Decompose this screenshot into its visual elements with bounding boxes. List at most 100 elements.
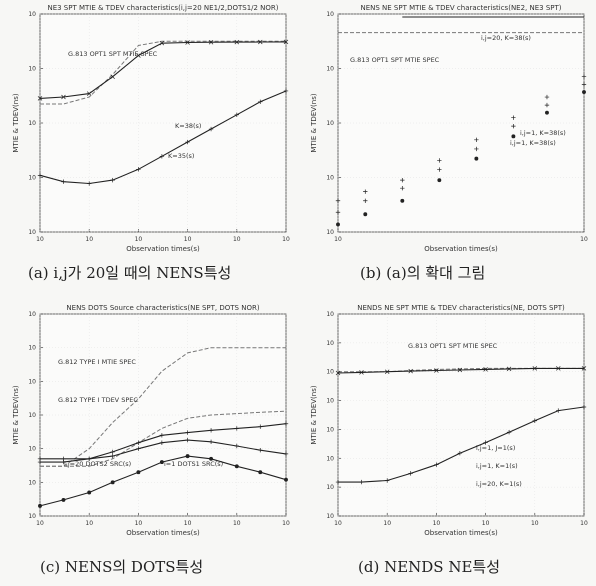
chart-d: NENDS NE SPT MTIE & TDEV characteristics…: [298, 300, 596, 540]
data-point: [234, 443, 239, 449]
data-point: [545, 110, 549, 115]
annotation: i,j=1, J=1(s): [476, 444, 515, 452]
x-tick-label: 10: [135, 520, 143, 527]
data-point: [434, 368, 439, 373]
y-tick-label: 10: [28, 345, 36, 352]
data-point: [581, 366, 587, 371]
y-tick-label: 10: [28, 378, 36, 385]
annotation: K=38(s): [175, 122, 201, 130]
x-tick-label: 10: [85, 236, 93, 243]
y-tick-label: 10: [326, 398, 334, 405]
data-point: [384, 369, 390, 374]
data-point: [335, 370, 341, 376]
data-point: [582, 90, 586, 94]
data-point: [136, 167, 141, 172]
x-tick-label: 10: [580, 236, 588, 243]
data-point: [37, 96, 43, 101]
x-tick-label: 10: [282, 236, 290, 243]
series-line: [40, 410, 287, 467]
data-point: [283, 88, 289, 94]
annotation: i,j=1, K=38(s): [510, 139, 556, 147]
x-tick-label: 10: [531, 520, 539, 527]
annotation: G.812 TYPE I MTIE SPEC: [58, 358, 136, 366]
series-line: [40, 347, 286, 467]
caption-c: (c) NENS의 DOTS특성: [40, 558, 204, 576]
data-point: [483, 367, 488, 372]
annotation: K=35(s): [168, 152, 194, 160]
x-tick-label: 10: [334, 236, 342, 243]
data-point: [511, 123, 516, 129]
data-point: [400, 198, 405, 203]
y-tick-label: 10: [326, 229, 334, 236]
data-point: [258, 99, 263, 104]
x-tick-label: 10: [383, 520, 391, 527]
annotation: G.813 OPT1 SPT MTIE SPEC: [408, 342, 498, 350]
data-point: [437, 167, 442, 172]
data-point: [581, 82, 587, 87]
annotation: G.812 TYPE I TDEV SPEC: [58, 396, 138, 404]
data-point: [185, 454, 190, 459]
x-tick-label: 10: [184, 520, 192, 527]
data-point: [511, 134, 516, 139]
data-point: [234, 464, 239, 469]
x-tick-label: 10: [482, 520, 490, 527]
chart-title: NENS NE SPT MTIE & TDEV characteristics(…: [360, 4, 561, 12]
data-point: [110, 449, 115, 455]
data-point: [86, 91, 92, 96]
data-point: [457, 367, 463, 373]
data-point: [385, 478, 390, 483]
data-point: [363, 189, 368, 194]
annotation: i,j=20, K=38(s): [481, 34, 531, 42]
y-tick-label: 10: [28, 412, 36, 419]
y-tick-label: 10: [28, 229, 36, 236]
data-point: [185, 139, 190, 145]
caption-a: (a) i,j가 20일 때의 NENS특성: [28, 264, 232, 282]
data-point: [110, 453, 115, 459]
chart-a-svg: NE3 SPT MTIE & TDEV characteristics(i,j=…: [12, 4, 290, 253]
caption-d: (d) NENDS NE특성: [358, 558, 501, 576]
data-point: [136, 53, 141, 58]
data-point: [159, 40, 165, 46]
data-point: [159, 460, 164, 465]
x-tick-label: 10: [334, 520, 342, 527]
annotation: i,j=20, K=1(s): [476, 480, 522, 488]
data-point: [185, 40, 190, 45]
chart-c: NENS DOTS Source characteristics(NE SPT,…: [0, 300, 298, 540]
annotation: i=1 DOTS1 SRC(s): [164, 460, 223, 468]
annotation: G.813 OPT1 SPT MTIE SPEC: [68, 50, 158, 58]
y-axis-label: MTIE & TDEV(ns): [310, 93, 318, 152]
y-tick-label: 10: [28, 120, 36, 127]
data-point: [185, 430, 190, 435]
data-point: [136, 470, 141, 475]
annotation: G.813 OPT1 SPT MTIE SPEC: [350, 56, 440, 64]
data-point: [511, 115, 516, 120]
data-point: [283, 39, 289, 45]
y-tick-label: 10: [326, 513, 334, 520]
y-tick-label: 10: [326, 340, 334, 347]
y-tick-label: 10: [28, 11, 36, 18]
data-point: [258, 39, 263, 45]
x-tick-label: 10: [184, 236, 192, 243]
data-point: [110, 177, 115, 183]
chart-title: NE3 SPT MTIE & TDEV characteristics(i,j=…: [47, 4, 278, 12]
y-tick-label: 10: [28, 311, 36, 318]
x-tick-label: 10: [85, 520, 93, 527]
y-tick-label: 10: [326, 66, 334, 73]
chart-title: NENDS NE SPT MTIE & TDEV characteristics…: [357, 304, 565, 312]
data-point: [474, 156, 479, 161]
y-axis-label: MTIE & TDEV(ns): [12, 385, 20, 444]
data-point: [359, 370, 364, 375]
data-point: [400, 185, 405, 191]
data-point: [506, 430, 512, 435]
data-point: [506, 366, 512, 372]
data-point: [258, 424, 263, 429]
y-tick-label: 10: [326, 311, 334, 318]
y-tick-label: 10: [28, 175, 36, 182]
data-point: [87, 490, 92, 495]
x-tick-label: 10: [233, 520, 241, 527]
data-point: [159, 154, 165, 159]
x-tick-label: 10: [36, 520, 44, 527]
data-point: [258, 448, 263, 453]
data-point: [136, 440, 141, 445]
data-point: [544, 102, 550, 108]
